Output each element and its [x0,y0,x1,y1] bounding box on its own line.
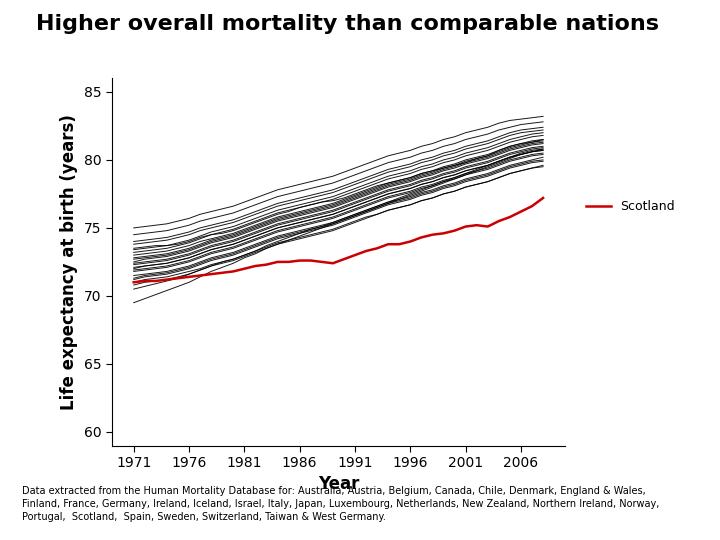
X-axis label: Year: Year [318,476,359,494]
Legend: Scotland: Scotland [580,195,680,218]
Text: Higher overall mortality than comparable nations: Higher overall mortality than comparable… [36,14,659,33]
Text: Data extracted from the Human Mortality Database for: Australia, Austria, Belgiu: Data extracted from the Human Mortality … [22,486,659,522]
Y-axis label: Life expectancy at birth (years): Life expectancy at birth (years) [60,114,78,410]
